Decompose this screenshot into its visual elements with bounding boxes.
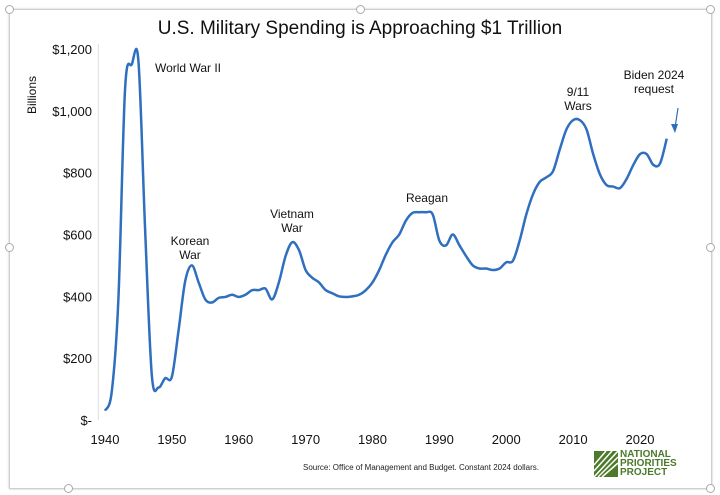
annotation-label: 9/11 Wars xyxy=(564,85,592,113)
chart-title: U.S. Military Spending is Approaching $1… xyxy=(157,18,563,39)
resize-handle[interactable] xyxy=(5,5,14,14)
resize-handle[interactable] xyxy=(5,243,14,252)
annotation-label: Korean War xyxy=(171,234,210,262)
x-tick-label: 1970 xyxy=(291,432,320,447)
npp-logo: NATIONAL PRIORITIES PROJECT xyxy=(594,449,704,483)
annotation-label: Biden 2024 request xyxy=(624,68,685,96)
y-tick-label: $- xyxy=(80,413,92,428)
x-tick-label: 2020 xyxy=(626,432,655,447)
x-tick-label: 1960 xyxy=(224,432,253,447)
annotation-label: Reagan xyxy=(406,191,448,205)
x-tick-label: 2010 xyxy=(559,432,588,447)
annotation-label: Vietnam War xyxy=(270,207,314,235)
resize-handle[interactable] xyxy=(706,484,715,493)
x-tick-label: 1990 xyxy=(425,432,454,447)
x-tick-label: 1950 xyxy=(157,432,186,447)
series-line xyxy=(103,47,668,412)
x-tick-label: 1940 xyxy=(91,432,120,447)
y-tick-label: $600 xyxy=(63,228,92,243)
resize-handle[interactable] xyxy=(356,5,365,14)
y-tick-label: $400 xyxy=(63,289,92,304)
source-note: Source: Office of Management and Budget.… xyxy=(303,463,539,472)
y-tick-label: $1,000 xyxy=(52,104,92,119)
x-tick-label: 1980 xyxy=(358,432,387,447)
y-axis-label: Billions xyxy=(25,76,39,114)
annotation-label: World War II xyxy=(155,61,221,75)
y-tick-label: $800 xyxy=(63,166,92,181)
arrowhead-icon xyxy=(671,124,678,133)
y-tick-label: $200 xyxy=(63,351,92,366)
logo-mark-icon xyxy=(594,451,619,478)
resize-handle[interactable] xyxy=(706,5,715,14)
resize-handle[interactable] xyxy=(706,243,715,252)
resize-handle[interactable] xyxy=(64,484,73,493)
y-tick-label: $1,200 xyxy=(52,42,92,57)
x-tick-label: 2000 xyxy=(492,432,521,447)
